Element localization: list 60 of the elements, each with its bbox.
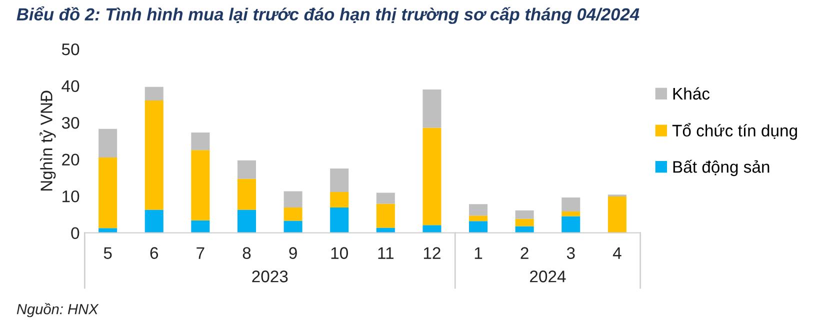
bar (562, 212, 580, 216)
text: Nguồn: HNX (16, 302, 99, 318)
bar (237, 178, 256, 210)
bar (284, 220, 302, 233)
bar (515, 218, 534, 226)
legend-label: Khác (673, 87, 710, 100)
text: 2023 (252, 270, 288, 282)
y-tick-label: 0 (71, 227, 80, 240)
bar (191, 132, 210, 150)
bar (191, 220, 210, 233)
bar (422, 128, 442, 226)
bar (144, 100, 164, 210)
text: 2024 (530, 270, 566, 282)
bar (422, 225, 442, 233)
legend-label: Bất động sản (673, 160, 770, 176)
bar (376, 228, 395, 233)
bar (98, 128, 118, 158)
bar (144, 86, 164, 101)
bar (469, 216, 488, 222)
x-tick-label: 2 (520, 247, 528, 259)
bar (98, 157, 118, 228)
chart-title: Biểu đồ 2: Tình hình mua lại trước đáo hạn thị trường sơ cấp tháng 04/2024 (16, 6, 640, 24)
x-tick-label: 10 (331, 247, 348, 259)
y-tick-label: 10 (62, 190, 80, 202)
bar (469, 204, 488, 216)
y-axis-title: Nghìn tỷ VNĐ (40, 90, 56, 191)
bar (376, 204, 395, 228)
bar (237, 210, 256, 233)
y-tick-label: 30 (62, 116, 80, 129)
x-tick-label: 1 (474, 247, 482, 259)
x-tick-label: 6 (150, 247, 158, 259)
bar (284, 207, 302, 221)
legend-label: Tổ chức tín dụng (672, 122, 797, 140)
y-tick-label: 50 (62, 43, 80, 56)
y-tick-label: 40 (62, 80, 80, 92)
bar (608, 196, 626, 233)
x-tick-label: 8 (242, 247, 251, 259)
bar (330, 192, 349, 208)
bar (376, 192, 395, 204)
x-tick-label: 3 (566, 247, 575, 259)
bar (330, 207, 349, 233)
x-tick-label: 11 (378, 247, 394, 259)
bar (98, 228, 118, 233)
bar (237, 160, 256, 179)
bar (562, 216, 580, 233)
x-tick-label: 5 (104, 247, 112, 259)
y-tick-label: 20 (62, 154, 80, 166)
bar (562, 198, 580, 212)
bar (191, 150, 210, 220)
bar (422, 89, 442, 128)
x-tick-label: 4 (612, 247, 622, 259)
bar (144, 210, 164, 233)
bar (515, 226, 534, 233)
bar (330, 168, 349, 192)
x-tick-label: 9 (289, 247, 297, 259)
bar (469, 221, 488, 233)
bar (515, 210, 534, 219)
bar (284, 191, 302, 208)
x-tick-label: 7 (196, 247, 204, 259)
x-tick-label: 12 (424, 247, 440, 259)
